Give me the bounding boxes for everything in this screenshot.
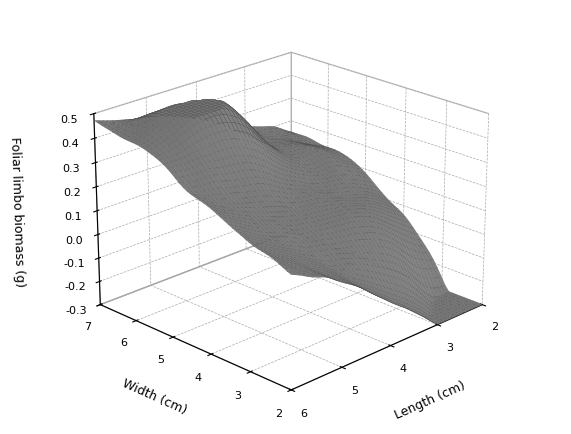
- Y-axis label: Width (cm): Width (cm): [120, 376, 189, 416]
- X-axis label: Length (cm): Length (cm): [393, 378, 468, 421]
